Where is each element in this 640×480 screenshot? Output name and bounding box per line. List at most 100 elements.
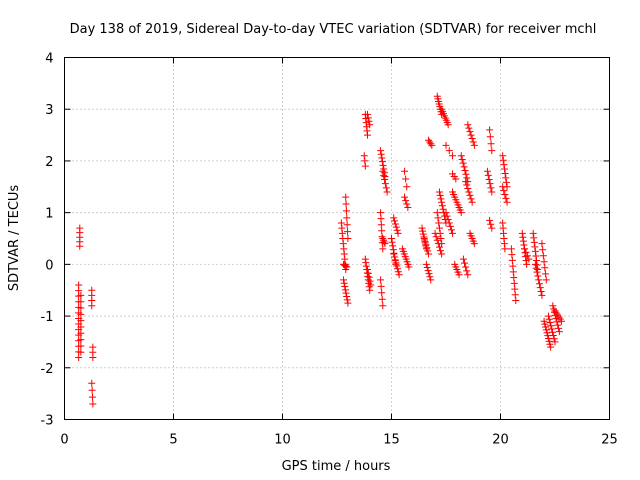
data-point (418, 224, 426, 232)
data-point (435, 243, 443, 251)
data-point (391, 220, 399, 228)
data-point (423, 263, 431, 271)
data-point (378, 233, 386, 241)
data-point (463, 181, 471, 189)
data-point (88, 386, 96, 394)
data-points (75, 92, 566, 408)
data-point (541, 320, 549, 328)
data-point (402, 197, 410, 205)
data-point (468, 135, 476, 143)
data-point (438, 250, 446, 258)
y-tick-label: 2 (45, 155, 53, 170)
data-point (520, 241, 528, 249)
data-point (388, 238, 396, 246)
data-point (512, 297, 520, 305)
data-point (377, 147, 385, 155)
data-point (462, 170, 470, 178)
data-point (391, 256, 399, 264)
data-point (445, 219, 453, 227)
y-tick-label: 3 (45, 103, 53, 118)
data-point (344, 299, 352, 307)
data-point (501, 191, 509, 199)
data-point (394, 229, 402, 237)
data-point (437, 235, 445, 242)
data-point (433, 236, 441, 244)
data-point (488, 188, 496, 196)
data-point (467, 195, 475, 203)
data-point (378, 289, 386, 297)
data-point (75, 353, 83, 361)
data-point (422, 241, 430, 249)
y-tick-labels: -3 -2 -1 0 1 2 3 4 (41, 52, 54, 429)
data-point (428, 141, 436, 149)
y-tick-label: 1 (45, 207, 53, 222)
data-point (378, 227, 386, 235)
data-point (465, 188, 473, 196)
data-point (381, 240, 389, 248)
data-point (377, 150, 385, 158)
data-point (404, 203, 412, 211)
data-point (548, 325, 556, 333)
data-point (379, 167, 387, 175)
data-point (499, 183, 507, 191)
data-point (77, 336, 85, 344)
data-point (342, 207, 350, 215)
data-point (365, 273, 373, 281)
data-point (522, 248, 530, 256)
x-tick-labels: 0 5 10 15 20 25 (60, 433, 617, 448)
data-point (435, 219, 443, 227)
data-point (378, 154, 386, 162)
data-point (431, 229, 439, 237)
data-point (501, 169, 509, 177)
data-point (519, 233, 527, 241)
data-point (361, 157, 369, 165)
data-point (437, 247, 445, 255)
y-tick-label: -1 (41, 310, 54, 325)
data-point (342, 289, 350, 297)
data-point (439, 205, 447, 213)
data-point (427, 276, 435, 284)
data-point (427, 140, 435, 148)
data-point (390, 214, 398, 222)
data-point (419, 230, 427, 238)
data-point (535, 276, 543, 284)
plot-frame (64, 57, 610, 420)
data-point (88, 379, 96, 387)
data-point (542, 323, 550, 331)
data-point (469, 138, 477, 146)
data-point (543, 329, 551, 337)
data-point (341, 286, 349, 294)
data-point (519, 237, 527, 245)
axis-ticks (64, 57, 610, 420)
data-point (531, 243, 539, 251)
data-point (433, 209, 441, 217)
data-point (486, 126, 494, 134)
data-point (434, 240, 442, 248)
data-point (460, 163, 468, 171)
data-point (88, 393, 96, 401)
y-axis-label: SDTVAR / TECUs (7, 185, 22, 292)
data-point (549, 328, 557, 336)
data-point (342, 200, 350, 208)
data-point (381, 180, 389, 188)
data-point (461, 167, 469, 175)
data-point (382, 184, 390, 192)
data-point (486, 133, 494, 141)
data-point (361, 162, 369, 170)
data-point (444, 216, 452, 224)
data-point (388, 235, 395, 242)
data-point (486, 180, 494, 188)
data-point (378, 158, 386, 166)
data-point (501, 165, 509, 173)
data-point (532, 264, 540, 272)
data-point (540, 317, 548, 325)
data-point (542, 326, 550, 334)
data-point (555, 328, 563, 336)
data-point (539, 246, 547, 254)
data-point (425, 250, 433, 258)
data-point (391, 217, 399, 225)
data-point (380, 238, 388, 246)
x-tick-label: 25 (601, 433, 618, 448)
data-point (340, 279, 348, 287)
